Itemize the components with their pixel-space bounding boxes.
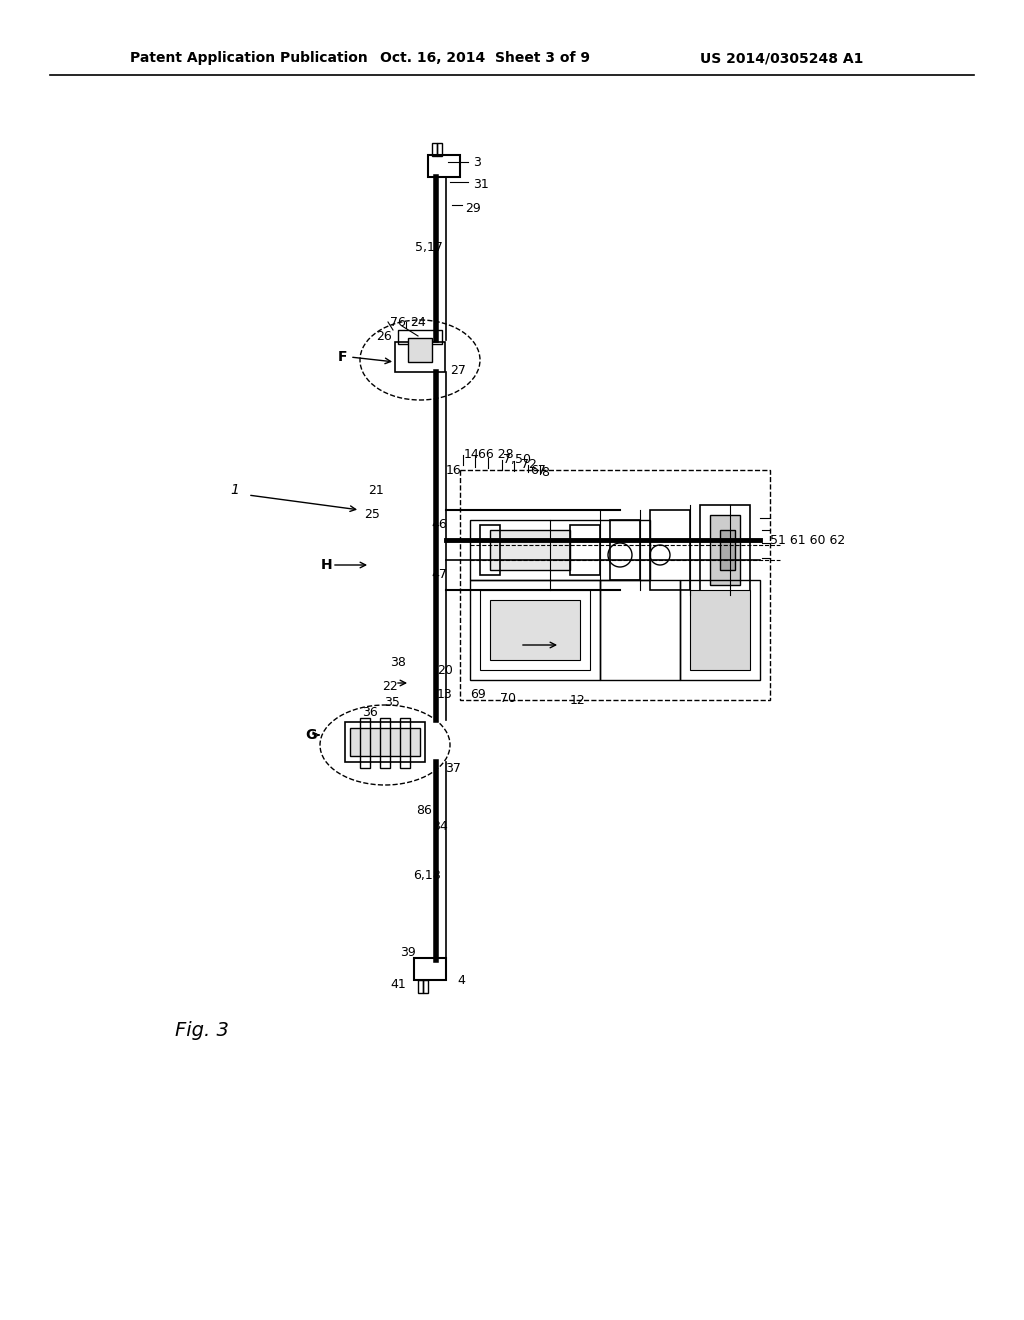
Text: 27: 27 [450,363,466,376]
Text: 72: 72 [521,458,537,471]
Text: 22: 22 [382,680,397,693]
Text: 38: 38 [390,656,406,669]
Text: 4: 4 [457,974,465,986]
Bar [710,515,740,585]
Bar [570,525,600,576]
Bar [680,579,760,680]
Text: H: H [321,558,333,572]
Bar [432,143,437,156]
Text: F: F [338,350,347,364]
Text: 25: 25 [364,508,380,521]
Text: Fig. 3: Fig. 3 [175,1020,229,1040]
Bar [345,722,425,762]
Bar [460,470,770,700]
Text: 21: 21 [368,483,384,496]
Text: 20: 20 [437,664,453,676]
Bar [480,525,500,576]
Text: 24: 24 [410,315,426,329]
Text: 35: 35 [384,697,400,710]
Text: 67: 67 [530,463,546,477]
Bar [700,506,750,595]
Bar [350,729,420,756]
Bar [428,154,460,177]
Text: 7,50: 7,50 [503,454,531,466]
Bar [395,342,445,372]
Text: 5,17: 5,17 [415,240,442,253]
Text: 69: 69 [470,689,485,701]
Bar [380,718,390,768]
Text: 47: 47 [431,569,446,582]
Bar [650,510,690,590]
Text: US 2014/0305248 A1: US 2014/0305248 A1 [700,51,863,65]
Text: 1: 1 [230,483,239,498]
Text: 16: 16 [446,463,462,477]
Text: 14: 14 [464,449,480,462]
Text: Oct. 16, 2014  Sheet 3 of 9: Oct. 16, 2014 Sheet 3 of 9 [380,51,590,65]
Text: 76: 76 [390,315,406,329]
Text: 70: 70 [500,692,516,705]
Bar [690,590,750,671]
Text: 86: 86 [416,804,432,817]
Text: 13: 13 [437,689,453,701]
Bar [470,579,600,680]
Text: 26: 26 [376,330,392,343]
Bar [470,520,650,579]
Bar [437,143,442,156]
Text: 36: 36 [362,705,378,718]
Text: 12: 12 [570,693,586,706]
Bar [398,330,442,345]
Bar [400,718,410,768]
Bar [480,590,590,671]
Text: Patent Application Publication: Patent Application Publication [130,51,368,65]
Bar [720,531,735,570]
Text: 51 61 60 62: 51 61 60 62 [770,533,845,546]
Bar [360,718,370,768]
Text: 37: 37 [445,762,461,775]
Bar [408,338,432,362]
Bar [490,601,580,660]
Bar [610,520,640,579]
Text: 6,18: 6,18 [413,869,440,882]
Bar [418,979,423,993]
Text: 41: 41 [390,978,406,991]
Text: 66 28: 66 28 [478,449,514,462]
Text: 31: 31 [473,178,488,191]
Text: 39: 39 [400,945,416,958]
Text: 3: 3 [473,157,481,169]
Text: 29: 29 [465,202,480,214]
Text: 8: 8 [541,466,549,479]
Text: 46: 46 [431,519,446,532]
Bar [600,579,680,680]
Text: G: G [305,729,316,742]
Bar [414,958,446,979]
Bar [423,979,428,993]
Bar [490,531,570,570]
Text: 34: 34 [432,820,447,833]
